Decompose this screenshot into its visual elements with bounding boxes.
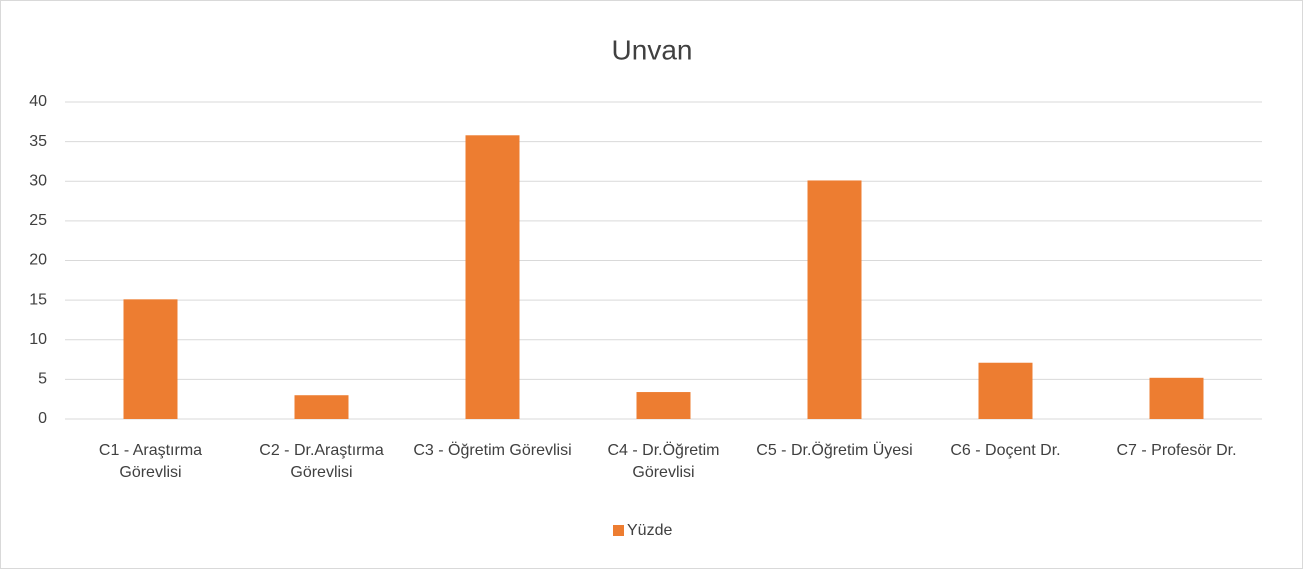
x-tick-label: C5 - Dr.Öğretim Üyesi (756, 442, 913, 459)
x-tick-label: C1 - Araştırma Görevlisi (98, 442, 203, 481)
x-tick-label: C3 - Öğretim Görevlisi (413, 442, 572, 459)
bar (465, 135, 520, 419)
bar (123, 299, 178, 419)
bar (807, 180, 862, 419)
y-tick-label: 15 (29, 291, 47, 308)
legend-label: Yüzde (627, 522, 672, 539)
x-tick-label: C6 - Doçent Dr. (950, 442, 1061, 459)
bar (294, 395, 349, 419)
y-tick-label: 30 (29, 172, 47, 189)
y-tick-label: 35 (29, 133, 47, 150)
y-tick-label: 40 (29, 93, 47, 110)
bar (1149, 377, 1204, 419)
y-tick-label: 5 (38, 371, 47, 388)
x-tick-label: C4 - Dr.Öğretim Görevlisi (607, 442, 720, 481)
y-tick-label: 20 (29, 252, 47, 269)
x-tick-label: C7 - Profesör Dr. (1116, 442, 1237, 459)
bar (636, 392, 691, 419)
bar (978, 362, 1033, 419)
y-tick-label: 0 (38, 410, 47, 427)
y-tick-label: 10 (29, 331, 47, 348)
chart-title: Unvan (612, 34, 693, 65)
legend-swatch (613, 525, 624, 536)
x-tick-label: C2 - Dr.Araştırma Görevlisi (259, 442, 384, 481)
y-tick-label: 25 (29, 212, 47, 229)
